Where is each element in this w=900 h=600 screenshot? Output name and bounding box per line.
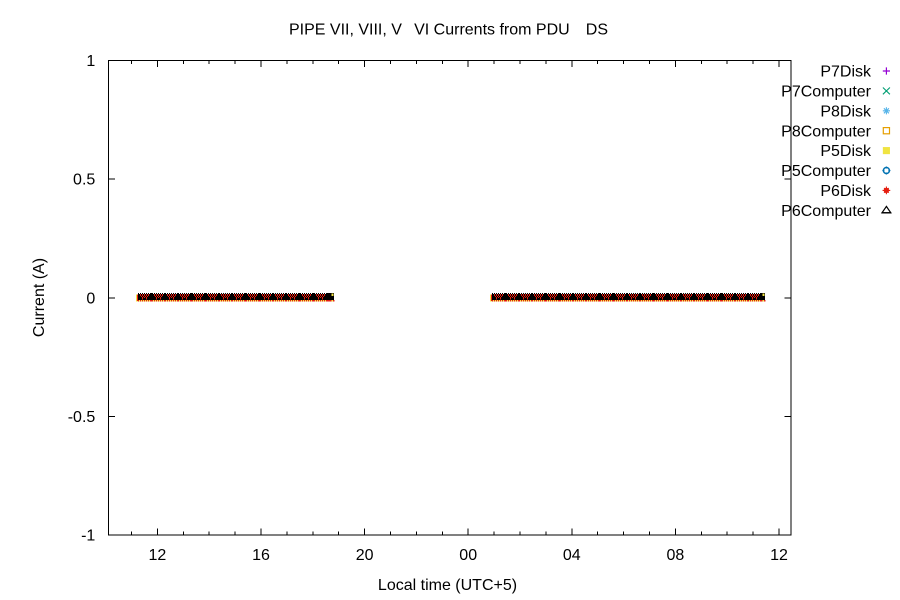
svg-text:P8Disk: P8Disk xyxy=(820,103,872,120)
svg-text:P7Disk: P7Disk xyxy=(820,64,872,81)
svg-text:16: 16 xyxy=(252,547,270,564)
svg-text:P7Computer: P7Computer xyxy=(781,84,871,101)
svg-text:04: 04 xyxy=(563,547,581,564)
svg-text:0.5: 0.5 xyxy=(73,172,95,189)
svg-text:-1: -1 xyxy=(81,528,95,545)
svg-text:20: 20 xyxy=(356,547,374,564)
svg-text:12: 12 xyxy=(149,547,167,564)
svg-text:DS: DS xyxy=(586,21,608,38)
svg-text:P8Computer: P8Computer xyxy=(781,123,871,140)
svg-text:1: 1 xyxy=(86,53,95,70)
svg-text:Local time (UTC+5): Local time (UTC+5) xyxy=(378,577,517,594)
svg-text:00: 00 xyxy=(459,547,477,564)
svg-text:0: 0 xyxy=(86,290,95,307)
svg-text:Current (A): Current (A) xyxy=(31,258,48,337)
svg-text:12: 12 xyxy=(770,547,788,564)
svg-text:08: 08 xyxy=(667,547,685,564)
svg-text:PIPE VII, VIII, V: PIPE VII, VIII, V xyxy=(289,21,402,38)
svg-text:P5Disk: P5Disk xyxy=(820,143,872,160)
svg-text:P6Disk: P6Disk xyxy=(820,183,872,200)
svg-text:P6Computer: P6Computer xyxy=(781,203,871,220)
svg-text:-0.5: -0.5 xyxy=(68,409,96,426)
svg-text:P5Computer: P5Computer xyxy=(781,163,871,180)
svg-text:VI Currents from PDU: VI Currents from PDU xyxy=(414,21,570,38)
